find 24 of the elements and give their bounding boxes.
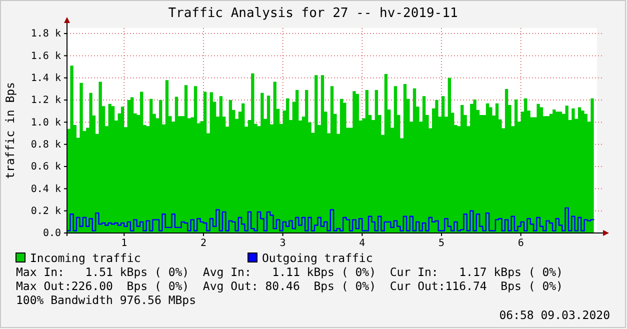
chart-title: Traffic Analysis for 27 -- hv-2019-11 xyxy=(168,6,458,21)
y-tick-label: 1.8 k xyxy=(30,28,61,40)
x-tick-label: 2 xyxy=(200,238,206,250)
y-tick-label: 1.0 k xyxy=(30,117,61,128)
x-tick-label: 4 xyxy=(359,238,366,250)
y-tick-label: 1.6 k xyxy=(30,50,61,62)
legend-label: Outgoing traffic xyxy=(262,251,373,265)
series-label: Incoming traffic xyxy=(30,251,141,265)
y-tick-label: 1.2 k xyxy=(30,95,61,106)
y-tick-label: 1.4 k xyxy=(30,73,61,84)
text: Max Out:226.00 Bps ( 0%) Avg Out: 80.46 Bps ( 0%) Cur Out:116.74 Bps ( 0%) xyxy=(16,279,563,293)
text: 06:58 09.03.2020 xyxy=(499,308,610,322)
y-axis-title: traffic in Bps xyxy=(3,82,17,179)
y-tick-label: 0.0 xyxy=(42,228,61,240)
y-tick-label: 0.2 k xyxy=(30,206,61,218)
text: Max In: 1.51 kBps ( 0%) Avg In: 1.11 kBps ( 0%) Cur In: 1.17 kBps ( 0%) xyxy=(16,265,563,279)
x-tick-label: 1 xyxy=(121,238,128,250)
x-tick-label: 5 xyxy=(438,238,445,250)
x-tick-label: 6 xyxy=(518,238,524,250)
y-tick-label: 0.8 k xyxy=(30,140,61,151)
text: 100% Bandwidth 976.56 MBps xyxy=(16,293,196,307)
y-tick-label: 0.4 k xyxy=(30,184,61,195)
x-tick-label: 3 xyxy=(280,238,286,250)
y-tick-label: 0.6 k xyxy=(30,162,61,173)
